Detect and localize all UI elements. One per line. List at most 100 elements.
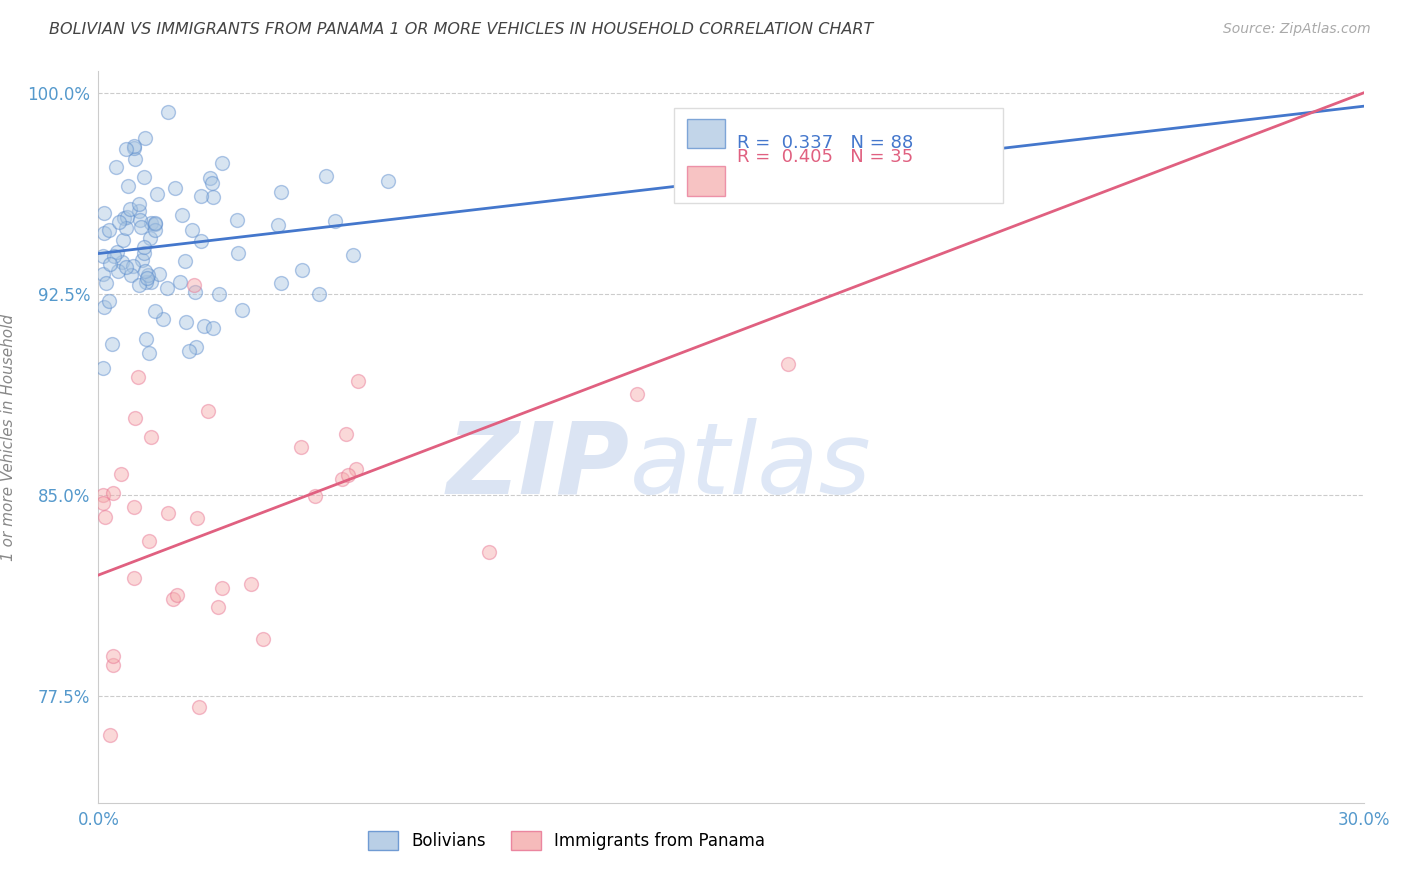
Point [128, 197, 150, 211]
Point [117, 178, 139, 193]
Point [91, 249, 114, 263]
Point [115, 221, 138, 235]
Point [105, 245, 128, 260]
Point [177, 344, 200, 359]
Point [103, 649, 125, 664]
Point [115, 260, 138, 274]
Text: ZIP: ZIP [447, 417, 630, 515]
Point [347, 374, 370, 388]
Point [143, 217, 166, 231]
Point [91, 488, 114, 502]
Point [120, 202, 142, 216]
Point [157, 506, 180, 520]
Point [174, 315, 197, 329]
Point [114, 142, 136, 156]
Point [134, 131, 156, 145]
Point [103, 657, 125, 672]
Legend: Bolivians, Immigrants from Panama: Bolivians, Immigrants from Panama [361, 824, 772, 856]
Point [323, 214, 346, 228]
Point [162, 591, 184, 606]
Point [184, 340, 207, 354]
Point [270, 186, 292, 200]
Point [308, 287, 330, 301]
Point [127, 369, 149, 384]
Point [136, 268, 159, 282]
Point [110, 467, 132, 482]
Point [157, 105, 180, 120]
Point [121, 268, 143, 282]
Point [91, 361, 114, 376]
Point [240, 577, 263, 591]
Point [115, 210, 138, 224]
Point [270, 277, 292, 291]
Point [93, 206, 115, 220]
Text: R =  0.337   N = 88: R = 0.337 N = 88 [737, 134, 914, 152]
Point [626, 387, 648, 401]
Point [107, 215, 129, 229]
Point [135, 332, 157, 346]
Point [138, 346, 160, 360]
FancyBboxPatch shape [675, 108, 1004, 203]
Text: atlas: atlas [630, 417, 872, 515]
Point [290, 440, 312, 454]
Text: Source: ZipAtlas.com: Source: ZipAtlas.com [1223, 22, 1371, 37]
Point [143, 303, 166, 318]
Point [188, 700, 211, 714]
Point [138, 533, 160, 548]
Point [94, 277, 117, 291]
Point [122, 141, 145, 155]
Point [231, 303, 253, 318]
Point [132, 245, 155, 260]
Point [208, 287, 231, 301]
Point [202, 190, 225, 204]
Point [91, 268, 114, 282]
Point [190, 188, 212, 202]
Point [129, 213, 152, 227]
Point [131, 252, 153, 267]
Point [163, 181, 186, 195]
Point [186, 510, 208, 524]
Point [94, 510, 117, 524]
Point [139, 430, 162, 444]
Point [173, 254, 195, 268]
Point [107, 264, 129, 278]
Point [101, 336, 124, 351]
Point [128, 204, 150, 219]
Point [143, 216, 166, 230]
Point [267, 218, 290, 232]
Point [122, 139, 145, 153]
Point [344, 462, 367, 476]
Point [193, 319, 215, 334]
Point [138, 231, 160, 245]
Point [112, 211, 135, 226]
Point [337, 468, 360, 483]
Point [207, 599, 229, 614]
Point [342, 248, 364, 262]
Point [315, 169, 337, 183]
Point [190, 234, 212, 248]
Point [330, 472, 353, 486]
Point [252, 632, 274, 646]
Point [139, 275, 162, 289]
Point [146, 186, 169, 201]
Point [776, 357, 799, 371]
Point [152, 311, 174, 326]
Point [201, 176, 224, 190]
Point [478, 544, 501, 558]
Point [128, 278, 150, 293]
Point [183, 277, 205, 292]
Point [93, 227, 115, 241]
Text: R =  0.405   N = 35: R = 0.405 N = 35 [737, 148, 914, 166]
Point [104, 161, 127, 175]
Point [141, 216, 163, 230]
Point [122, 260, 145, 274]
Point [304, 489, 326, 503]
Point [225, 212, 247, 227]
Point [197, 404, 219, 418]
Point [211, 155, 233, 169]
Point [226, 246, 249, 260]
Point [335, 426, 357, 441]
Point [111, 255, 134, 269]
Point [124, 411, 146, 425]
Point [166, 588, 188, 602]
